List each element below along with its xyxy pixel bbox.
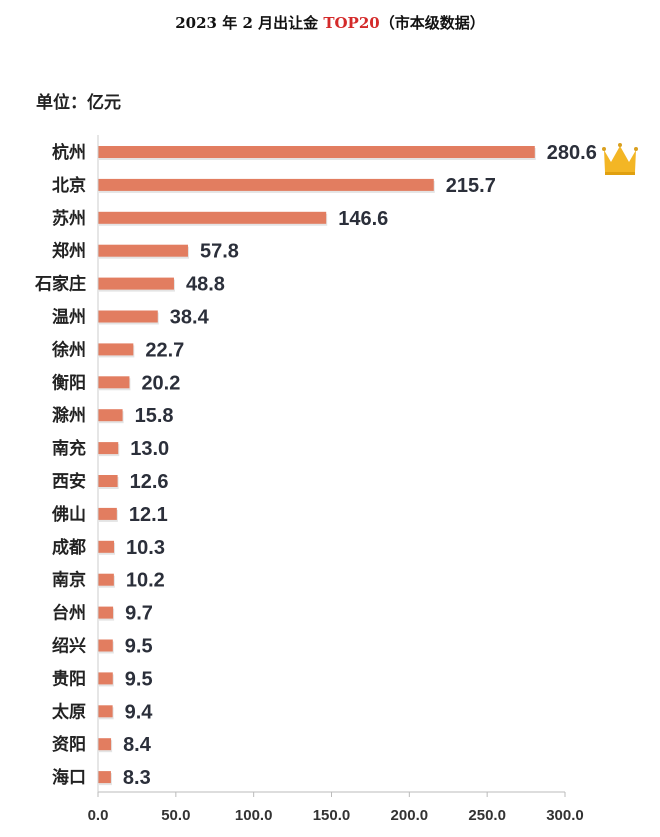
category-label: 成都 — [52, 537, 86, 557]
bar — [98, 146, 535, 158]
data-label: 280.6 — [547, 142, 597, 164]
x-tick-label: 100.0 — [235, 807, 273, 824]
data-label: 10.2 — [126, 570, 165, 592]
bar — [98, 442, 119, 455]
category-label: 北京 — [52, 175, 86, 195]
data-label: 146.6 — [338, 208, 388, 230]
category-label: 南京 — [52, 570, 86, 590]
bar — [98, 738, 112, 751]
title-prefix: 2023 年 2 月出让金 — [175, 14, 324, 32]
category-label: 太原 — [52, 701, 86, 721]
data-label: 57.8 — [200, 241, 239, 263]
category-label: 西安 — [52, 471, 86, 491]
category-label: 苏州 — [52, 208, 86, 228]
bar — [98, 540, 115, 553]
crown-icon — [602, 143, 638, 175]
data-label: 22.7 — [145, 339, 184, 361]
data-label: 8.3 — [123, 767, 151, 789]
data-label: 15.8 — [135, 405, 174, 427]
category-label: 贵阳 — [52, 668, 86, 688]
data-label: 12.1 — [129, 504, 168, 526]
bar — [98, 409, 123, 422]
category-label: 海口 — [52, 767, 86, 787]
category-label: 滁州 — [52, 405, 86, 425]
category-label: 石家庄 — [34, 274, 86, 294]
data-label: 20.2 — [141, 372, 180, 394]
unit-label: 单位：亿元 — [36, 93, 121, 112]
category-label: 温州 — [52, 308, 86, 327]
bar — [98, 211, 327, 224]
bar — [98, 343, 134, 356]
bar — [98, 672, 113, 685]
data-label: 9.5 — [125, 636, 153, 658]
data-label: 13.0 — [130, 438, 169, 460]
data-label: 215.7 — [446, 175, 496, 197]
category-label: 资阳 — [52, 734, 86, 754]
category-label: 佛山 — [51, 504, 86, 524]
bar — [98, 475, 118, 487]
bar — [98, 573, 114, 586]
data-label: 9.5 — [125, 668, 153, 690]
category-label: 绍兴 — [52, 636, 86, 656]
category-label: 南充 — [52, 438, 86, 458]
x-tick-label: 200.0 — [391, 807, 429, 824]
data-label: 12.6 — [130, 471, 169, 493]
bar — [98, 771, 111, 784]
x-tick-label: 250.0 — [468, 807, 506, 824]
category-label: 衡阳 — [52, 372, 86, 392]
bar — [98, 310, 158, 323]
x-tick-label: 0.0 — [88, 807, 109, 824]
x-tick-label: 50.0 — [161, 807, 190, 824]
title-highlight: TOP20 — [323, 14, 380, 32]
x-tick-label: 150.0 — [313, 807, 351, 824]
x-tick-label: 300.0 — [546, 807, 584, 824]
bar — [98, 507, 117, 520]
bar — [98, 705, 113, 718]
title-suffix: （市本级数据） — [379, 14, 485, 32]
category-label: 台州 — [52, 603, 86, 623]
category-label: 杭州 — [52, 142, 86, 162]
data-label: 48.8 — [186, 274, 225, 296]
data-label: 9.4 — [125, 701, 154, 723]
category-label: 徐州 — [51, 339, 86, 359]
bar — [98, 639, 113, 652]
bar — [98, 178, 434, 191]
chart-title: 2023 年 2 月出让金 TOP20（市本级数据） — [0, 12, 660, 33]
category-label: 郑州 — [52, 241, 86, 261]
bar — [98, 244, 188, 257]
bar — [98, 606, 114, 619]
data-label: 10.3 — [126, 537, 165, 559]
bar — [98, 376, 130, 389]
data-label: 38.4 — [170, 307, 210, 329]
bar — [98, 277, 174, 290]
data-label: 9.7 — [125, 603, 153, 625]
data-label: 8.4 — [123, 734, 152, 756]
